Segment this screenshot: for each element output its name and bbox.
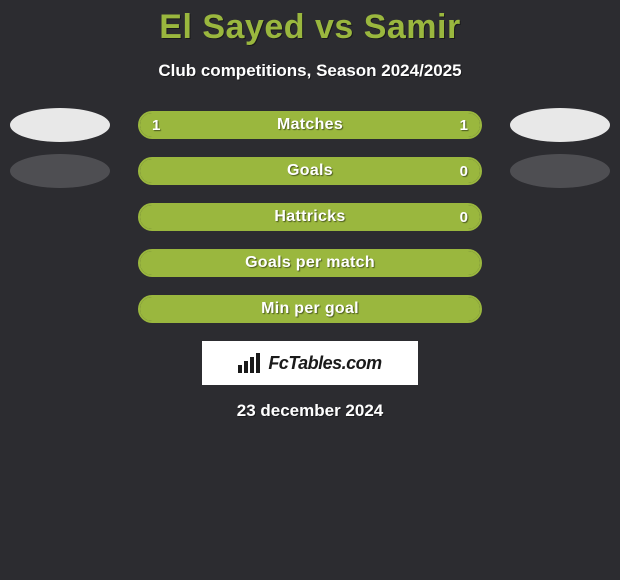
logo-text: FcTables.com — [268, 353, 381, 374]
stat-bar: 0Hattricks — [138, 203, 482, 231]
logo: FcTables.com — [238, 353, 381, 374]
stat-row: 11Matches — [0, 111, 620, 139]
stat-bar: 11Matches — [138, 111, 482, 139]
stat-label: Matches — [140, 113, 480, 137]
stat-row: 0Goals — [0, 157, 620, 185]
stat-label: Hattricks — [140, 205, 480, 229]
page-title: El Sayed vs Samir — [0, 0, 620, 47]
player-right-avatar — [510, 154, 610, 188]
player-left-avatar — [10, 108, 110, 142]
player-left-avatar — [10, 154, 110, 188]
chart-bars-icon — [238, 353, 264, 373]
page-subtitle: Club competitions, Season 2024/2025 — [0, 61, 620, 81]
player-right-avatar — [510, 108, 610, 142]
stat-bar: 0Goals — [138, 157, 482, 185]
stats-container: 11Matches 0Goals 0Hattricks Goals per match… — [0, 111, 620, 323]
stat-label: Goals — [140, 159, 480, 183]
stat-bar: Goals per match — [138, 249, 482, 277]
stat-label: Goals per match — [140, 251, 480, 275]
stat-label: Min per goal — [140, 297, 480, 321]
stat-row: Goals per match — [0, 249, 620, 277]
stat-row: 0Hattricks — [0, 203, 620, 231]
stat-bar: Min per goal — [138, 295, 482, 323]
date-text: 23 december 2024 — [0, 401, 620, 421]
logo-box: FcTables.com — [202, 341, 418, 385]
stat-row: Min per goal — [0, 295, 620, 323]
